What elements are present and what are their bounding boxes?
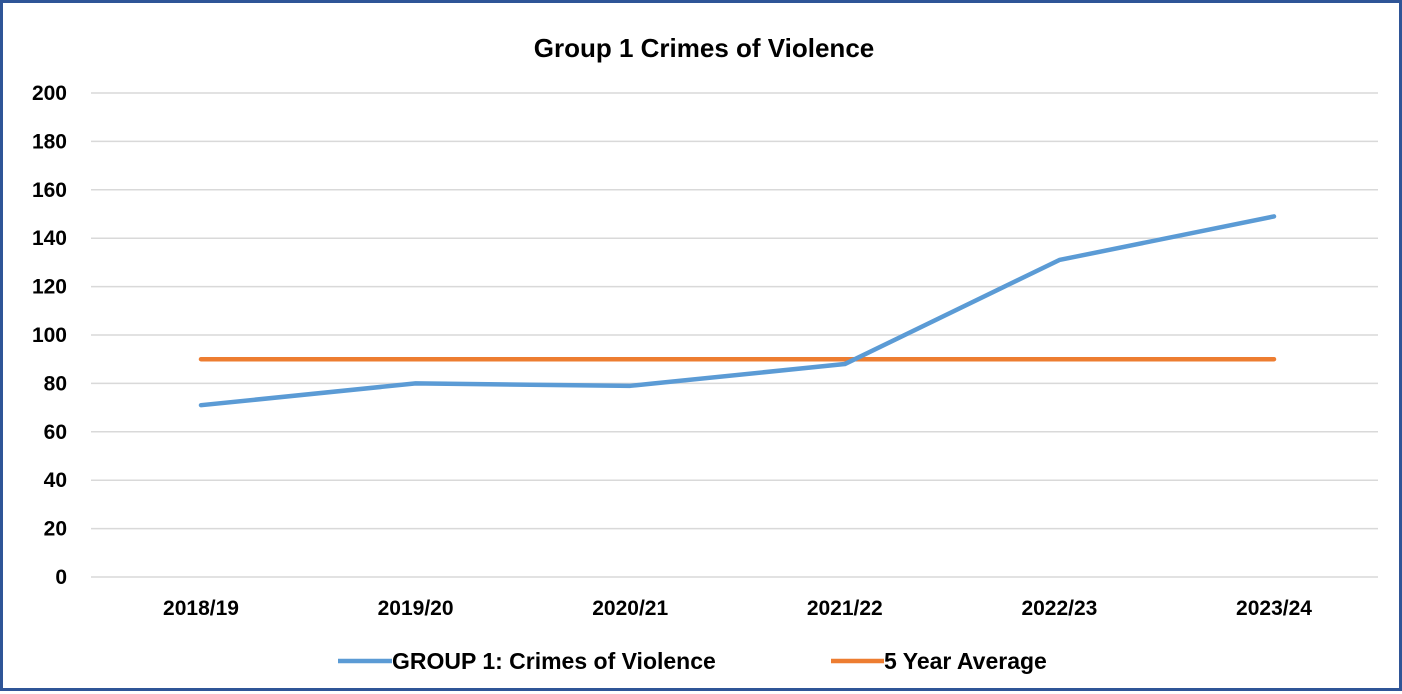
line-chart: Group 1 Crimes of Violence 0 20 40 60 80 100 1… (32, 33, 1378, 674)
x-tick-label-2021-22: 2021/22 (807, 597, 883, 620)
y-tick-label-180: 180 (32, 130, 67, 153)
y-tick-label-0: 0 (55, 566, 67, 589)
x-axis-labels: 2018/19 2019/20 2020/21 2021/22 2022/23 2023/… (163, 597, 1312, 620)
y-tick-label-80: 80 (44, 372, 67, 395)
chart-title: Group 1 Crimes of Violence (534, 33, 875, 63)
legend-label-5-year-average: 5 Year Average (884, 648, 1047, 674)
x-tick-label-2020-21: 2020/21 (592, 597, 668, 620)
y-tick-label-100: 100 (32, 324, 67, 347)
y-axis-labels: 0 20 40 60 80 100 120 140 160 180 200 (32, 82, 67, 589)
y-tick-label-200: 200 (32, 82, 67, 105)
y-tick-label-120: 120 (32, 276, 67, 299)
legend-label-group-1-crimes-of-violence: GROUP 1: Crimes of Violence (392, 648, 716, 674)
series-line-group-1-crimes-of-violence (198, 214, 1277, 408)
legend: GROUP 1: Crimes of Violence 5 Year Averag… (338, 648, 1047, 674)
x-tick-label-2022-23: 2022/23 (1021, 597, 1097, 620)
y-tick-label-40: 40 (44, 469, 67, 492)
x-tick-label-2019-20: 2019/20 (378, 597, 454, 620)
y-tick-label-20: 20 (44, 518, 67, 541)
gridlines (91, 92, 1378, 578)
x-tick-label-2018-19: 2018/19 (163, 597, 239, 620)
y-tick-label-60: 60 (44, 421, 67, 444)
series-lines (198, 214, 1277, 408)
x-tick-label-2023-24: 2023/24 (1236, 597, 1312, 620)
y-tick-label-160: 160 (32, 179, 67, 202)
y-tick-label-140: 140 (32, 227, 67, 250)
